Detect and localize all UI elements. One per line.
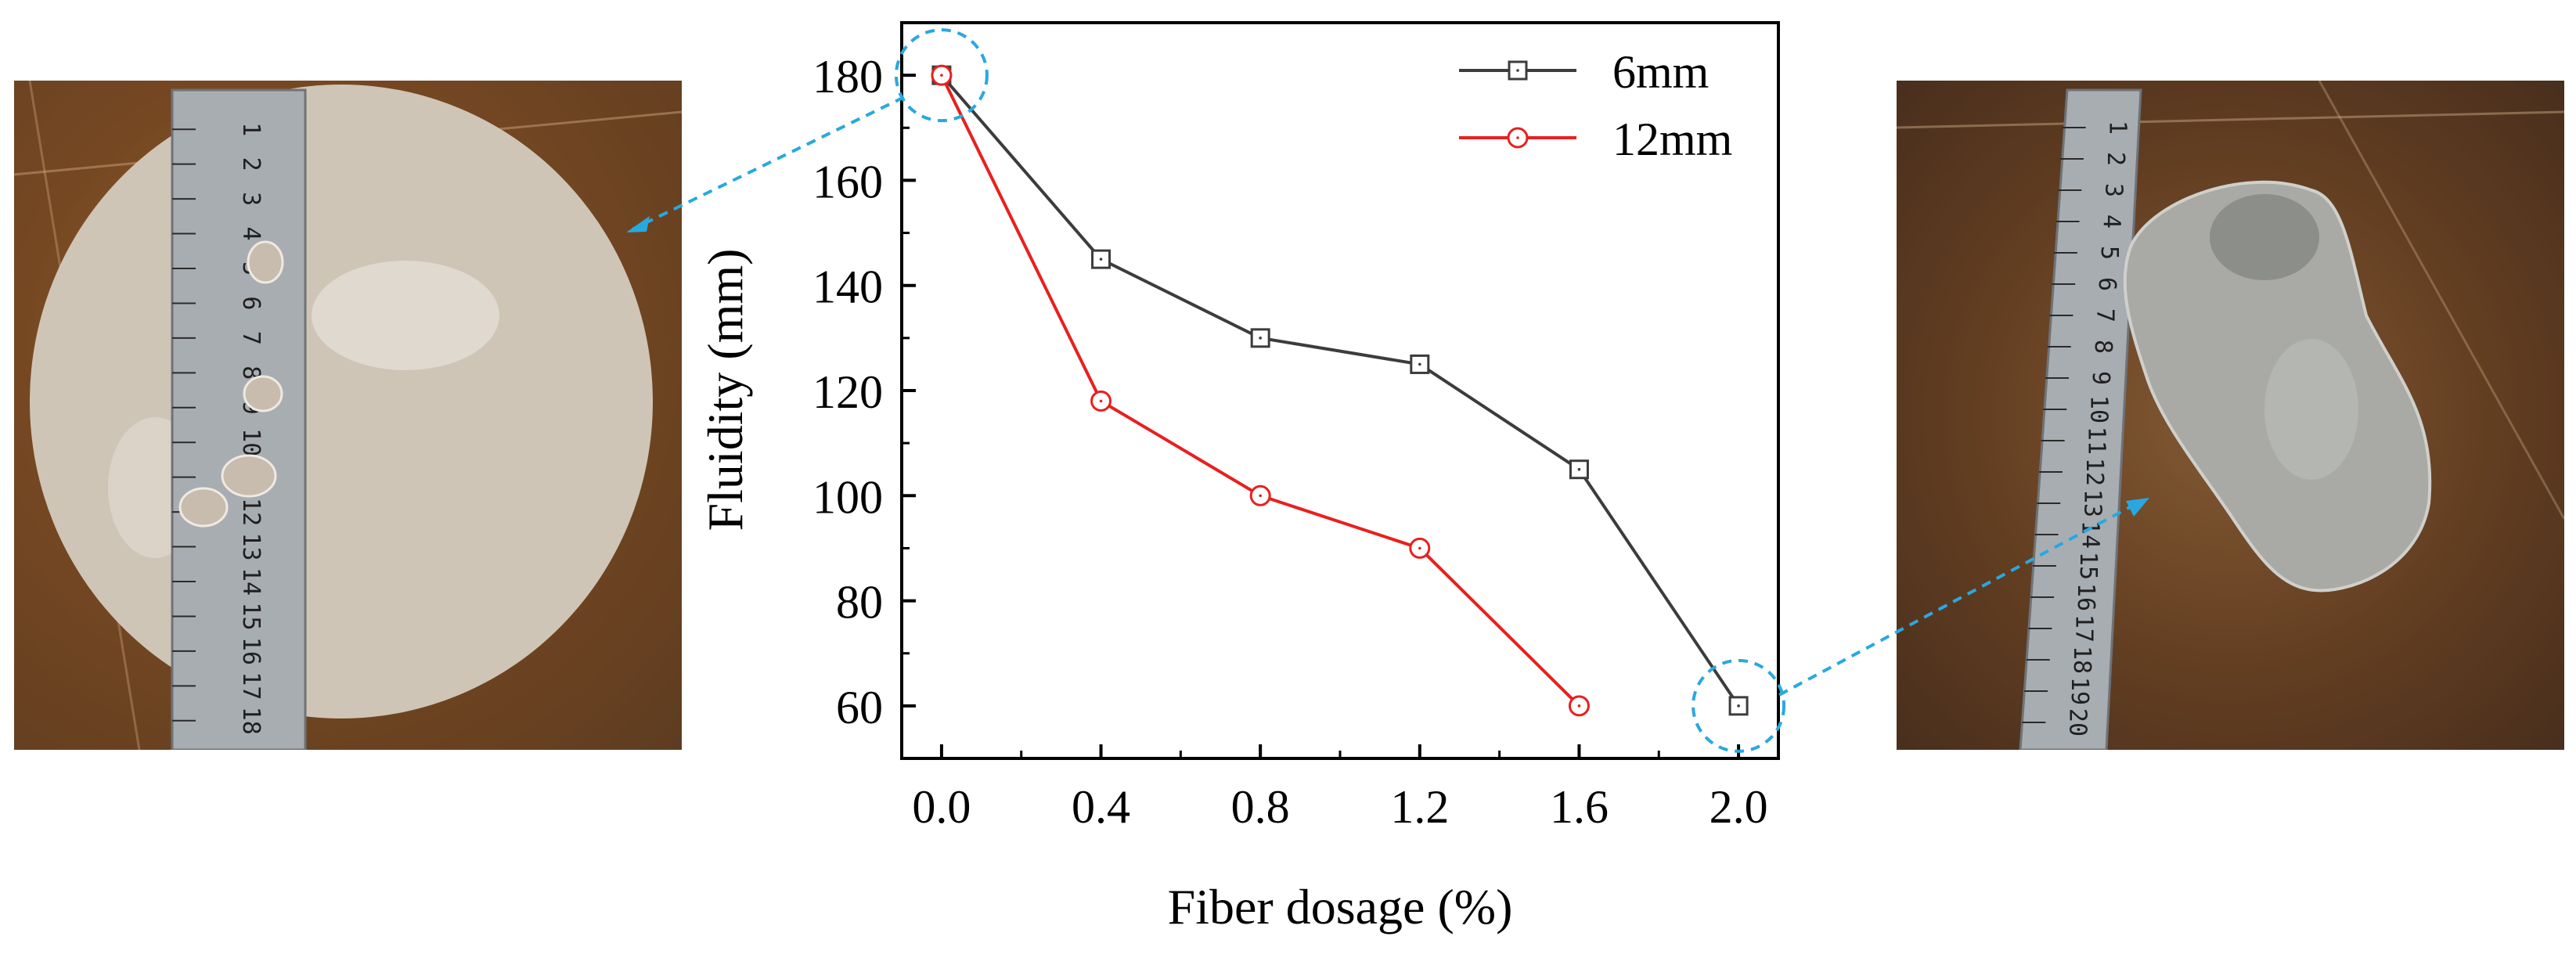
ruler-number: 11	[2083, 427, 2110, 455]
ruler-number: 1	[237, 122, 265, 136]
y-tick-label: 180	[812, 51, 883, 103]
ruler-number: 1	[2104, 121, 2131, 135]
y-tick-label: 140	[812, 261, 883, 313]
x-tick-label: 0.4	[1072, 781, 1130, 833]
connector-to-left-photo	[632, 95, 905, 231]
highlight-circle-start	[894, 28, 989, 123]
highlight-circle-end	[1692, 658, 1786, 753]
x-tick-label: 0.0	[912, 781, 971, 833]
y-tick-label: 60	[836, 682, 883, 733]
y-axis-title: Fluidity (mm)	[697, 249, 753, 531]
ruler-number: 3	[2099, 183, 2127, 197]
ruler-number: 4	[2098, 214, 2125, 229]
legend-label-12mm: 12mm	[1612, 113, 1732, 165]
ruler-number: 15	[2074, 552, 2102, 580]
ruler-number: 6	[2093, 277, 2120, 291]
ruler-number: 15	[237, 602, 265, 630]
series-line-12mm	[940, 74, 1580, 708]
y-tick-label: 120	[812, 366, 883, 418]
ruler-number: 7	[2091, 308, 2118, 322]
ruler-number: 6	[237, 296, 265, 310]
ruler-number: 12	[2081, 458, 2108, 486]
arrowhead-left	[626, 216, 650, 232]
ruler-number: 18	[2068, 646, 2095, 674]
series-line-6mm	[940, 74, 1740, 707]
ruler-number: 7	[237, 331, 265, 345]
ruler-number: 16	[237, 637, 265, 665]
x-tick-label: 0.8	[1231, 781, 1290, 833]
ruler-number: 14	[237, 567, 265, 596]
ruler-number: 2	[237, 157, 265, 171]
ruler-number: 19	[2066, 677, 2093, 705]
ruler-number: 10	[237, 428, 265, 456]
ruler-number: 17	[237, 672, 265, 700]
x-axis-title: Fiber dosage (%)	[1168, 879, 1513, 935]
ruler-number: 12	[237, 498, 265, 526]
y-tick-label: 160	[812, 156, 883, 207]
ruler-number: 13	[2078, 489, 2106, 517]
legend-label-6mm: 6mm	[1612, 46, 1709, 98]
ruler-number: 9	[2087, 371, 2114, 385]
ruler-number: 10	[2084, 395, 2112, 423]
ruler-number: 17	[2070, 614, 2097, 643]
ruler-number: 20	[2063, 708, 2091, 737]
ruler-number: 18	[237, 707, 265, 735]
connector-to-right-photo	[1778, 499, 2142, 697]
ruler-number: 13	[237, 532, 265, 560]
x-tick-label: 1.2	[1390, 781, 1449, 833]
ruler-number: 16	[2072, 583, 2099, 611]
y-tick-label: 80	[836, 577, 883, 628]
x-tick-label: 2.0	[1710, 781, 1768, 833]
ruler-number: 2	[2102, 152, 2129, 166]
arrowhead-right	[2126, 498, 2149, 517]
y-tick-label: 100	[812, 471, 883, 523]
right-photo-low-fluidity: 1 2 3 4 5 6 7 8 9 10 11 12 13 14 15 16 17 18 19 20	[1897, 81, 2564, 750]
ruler-number: 8	[2089, 340, 2117, 354]
ruler-number: 3	[237, 192, 265, 206]
ruler-number: 4	[237, 227, 265, 241]
x-tick-label: 1.6	[1550, 781, 1609, 833]
ruler-number: 5	[2095, 246, 2123, 260]
